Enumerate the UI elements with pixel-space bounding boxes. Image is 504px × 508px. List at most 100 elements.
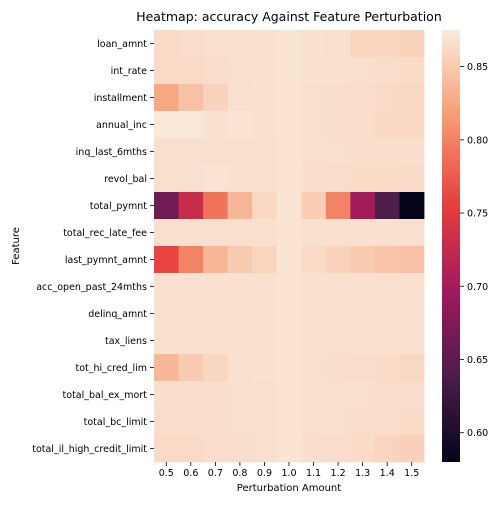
x-tick-label: 1.3: [355, 468, 370, 479]
heatmap-cell-int_rate-1.3: [350, 57, 376, 85]
heatmap-cell-int_rate-1.2: [325, 57, 351, 85]
x-tick-label: 1.1: [306, 468, 321, 479]
heatmap-cell-total_bal_ex_mort-1.4: [374, 381, 400, 409]
y-tick-label: total_rec_late_fee: [63, 228, 147, 239]
colorbar-gradient: [442, 30, 460, 462]
heatmap-cell-int_rate-1.4: [374, 57, 400, 85]
heatmap-cell-total_pymnt-0.6: [178, 192, 204, 220]
heatmap-cell-total_bal_ex_mort-1.1: [301, 381, 327, 409]
x-axis-label: Perturbation Amount: [237, 483, 341, 494]
heatmap-cell-total_rec_late_fee-1.2: [325, 219, 351, 247]
heatmap-cell-total_rec_late_fee-0.5: [154, 219, 179, 247]
heatmap-cell-loan_amnt-1.2: [325, 30, 351, 58]
heatmap-cell-total_bc_limit-0.6: [178, 408, 204, 436]
heatmap-cell-total_bal_ex_mort-0.5: [154, 381, 179, 409]
heatmap-cell-annual_inc-1.5: [399, 111, 425, 139]
heatmap-cell-total_pymnt-1.5: [399, 192, 425, 220]
heatmap-cell-total_il_high_credit_limit-0.7: [203, 435, 229, 463]
heatmap-cell-total_rec_late_fee-1.1: [301, 219, 327, 247]
colorbar: 0.60 0.65 0.70 0.75 0.80 0.85: [442, 30, 488, 462]
heatmap-cell-inq_last_6mths-0.6: [178, 138, 204, 166]
heatmap-cell-tot_hi_cred_lim-1.0: [276, 354, 302, 382]
heatmap-cell-loan_amnt-1.4: [374, 30, 400, 58]
heatmap-cell-tax_liens-1.3: [350, 327, 376, 355]
heatmap-cell-total_bc_limit-0.5: [154, 408, 179, 436]
heatmap-cell-total_rec_late_fee-0.6: [178, 219, 204, 247]
heatmap-cell-installment-1.2: [325, 84, 351, 112]
heatmap-cell-inq_last_6mths-0.9: [252, 138, 278, 166]
heatmap-cell-total_bc_limit-1.3: [350, 408, 376, 436]
heatmap-cell-tax_liens-0.6: [178, 327, 204, 355]
heatmap-cell-int_rate-1.1: [301, 57, 327, 85]
colorbar-tick-label: 0.60: [467, 428, 488, 439]
heatmap-cell-annual_inc-0.9: [252, 111, 278, 139]
heatmap-cell-loan_amnt-0.7: [203, 30, 229, 58]
heatmap-cell-last_pymnt_amnt-1.3: [350, 246, 376, 274]
colorbar-tick-label: 0.65: [467, 355, 488, 366]
y-tick-label: delinq_amnt: [88, 309, 147, 320]
heatmap-cell-tax_liens-1.5: [399, 327, 425, 355]
heatmap-cell-tot_hi_cred_lim-1.4: [374, 354, 400, 382]
heatmap-cell-total_rec_late_fee-0.7: [203, 219, 229, 247]
heatmap-cell-total_il_high_credit_limit-1.1: [301, 435, 327, 463]
x-axis-ticks: 0.5 0.6 0.7 0.8 0.9 1.0 1.1 1.2 1.3 1.4 1.5: [159, 462, 419, 479]
heatmap-cell-tax_liens-1.4: [374, 327, 400, 355]
heatmap-cell-delinq_amnt-0.6: [178, 300, 204, 328]
heatmap-cell-total_rec_late_fee-1.0: [276, 219, 302, 247]
colorbar-tick-label: 0.70: [467, 282, 488, 293]
heatmap-cell-installment-0.7: [203, 84, 229, 112]
heatmap-cell-revol_bal-0.7: [203, 165, 229, 193]
heatmap-cell-last_pymnt_amnt-0.6: [178, 246, 204, 274]
heatmap-cell-total_il_high_credit_limit-1.3: [350, 435, 376, 463]
heatmap-cell-total_il_high_credit_limit-0.6: [178, 435, 204, 463]
heatmap-cell-int_rate-0.9: [252, 57, 278, 85]
y-tick-label: int_rate: [111, 66, 148, 77]
x-tick-label: 0.8: [232, 468, 247, 479]
heatmap-cell-acc_open_past_24mths-1.2: [325, 273, 351, 301]
heatmap-cell-total_pymnt-1.2: [325, 192, 351, 220]
heatmap-cell-loan_amnt-0.5: [154, 30, 179, 58]
heatmap-cell-delinq_amnt-1.0: [276, 300, 302, 328]
heatmap-cell-int_rate-1.5: [399, 57, 425, 85]
heatmap-cell-inq_last_6mths-1.5: [399, 138, 425, 166]
heatmap-cell-tot_hi_cred_lim-0.7: [203, 354, 229, 382]
y-tick-label: tot_hi_cred_lim: [75, 363, 147, 374]
y-tick-label: revol_bal: [104, 174, 147, 185]
heatmap-cell-tax_liens-0.8: [227, 327, 253, 355]
heatmap-cell-revol_bal-0.8: [227, 165, 253, 193]
heatmap-cell-total_bal_ex_mort-1.2: [325, 381, 351, 409]
heatmap-cell-total_bc_limit-1.4: [374, 408, 400, 436]
heatmap-cell-inq_last_6mths-1.3: [350, 138, 376, 166]
y-tick-label: annual_inc: [96, 120, 147, 131]
heatmap-cell-int_rate-1.0: [276, 57, 302, 85]
y-tick-label: total_bc_limit: [84, 417, 148, 428]
heatmap-cell-delinq_amnt-1.1: [301, 300, 327, 328]
heatmap-cell-loan_amnt-1.0: [276, 30, 302, 58]
heatmap-cell-revol_bal-1.2: [325, 165, 351, 193]
heatmap-cell-total_pymnt-0.7: [203, 192, 229, 220]
heatmap-cell-annual_inc-1.3: [350, 111, 376, 139]
heatmap-cell-installment-0.6: [178, 84, 204, 112]
heatmap-cell-installment-1.0: [276, 84, 302, 112]
y-axis-label: Feature: [11, 227, 22, 265]
heatmap-cell-annual_inc-0.6: [178, 111, 204, 139]
heatmap-cell-inq_last_6mths-1.4: [374, 138, 400, 166]
heatmap-cell-revol_bal-1.1: [301, 165, 327, 193]
heatmap-cell-revol_bal-1.4: [374, 165, 400, 193]
heatmap-cell-total_bal_ex_mort-0.7: [203, 381, 229, 409]
y-tick-label: tax_liens: [105, 336, 147, 347]
heatmap-cell-loan_amnt-1.1: [301, 30, 327, 58]
heatmap-cell-installment-0.8: [227, 84, 253, 112]
heatmap-cell-annual_inc-1.2: [325, 111, 351, 139]
y-tick-label: inq_last_6mths: [76, 147, 147, 158]
heatmap-cell-inq_last_6mths-0.5: [154, 138, 179, 166]
heatmap-cell-total_bc_limit-0.9: [252, 408, 278, 436]
heatmap-cell-loan_amnt-0.6: [178, 30, 204, 58]
heatmap-cell-loan_amnt-1.5: [399, 30, 425, 58]
heatmap-cell-delinq_amnt-0.8: [227, 300, 253, 328]
heatmap-cell-loan_amnt-0.8: [227, 30, 253, 58]
heatmap-cell-installment-1.4: [374, 84, 400, 112]
heatmap-cell-total_bc_limit-1.1: [301, 408, 327, 436]
heatmap-cell-annual_inc-0.8: [227, 111, 253, 139]
heatmap-cell-total_bc_limit-1.0: [276, 408, 302, 436]
